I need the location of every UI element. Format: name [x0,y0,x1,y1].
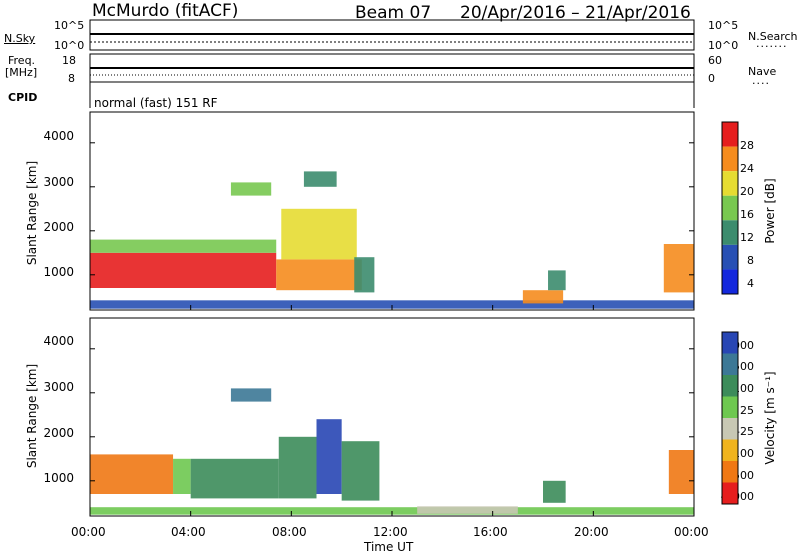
velocity-ytick-2000: 2000 [43,426,74,440]
freq-label-1: Freq. [8,54,36,67]
date-range: 20/Apr/2016 – 21/Apr/2016 [460,3,691,23]
power-colorbar-frame [721,121,739,295]
nave-label: Nave [748,65,777,78]
xtick-0: 00:00 [71,525,106,539]
velocity-region-1 [173,458,191,494]
velocity-region-9 [668,450,694,494]
power-region-7 [548,270,566,291]
xlabel: Time UT [364,540,414,554]
velocity-colorbar-cell-2 [722,375,738,397]
velocity-cb-m100: –100 [727,447,755,460]
power-region-5 [90,300,694,309]
velocity-region-8 [543,480,566,503]
velocity-region-7 [417,506,518,514]
xtick-3: 12:00 [373,525,408,539]
power-colorbar-cell-2 [722,171,738,196]
cpid-text: normal (fast) 151 RF [94,96,218,110]
power-ytick-4000: 4000 [43,129,74,143]
nsky-label: N.Sky [4,32,36,45]
velocity-region-5 [341,441,380,501]
power-region-9 [230,182,272,196]
freq-label-2: [MHz] [5,66,38,79]
power-colorbar-cell-5 [722,244,738,270]
xtick-4: 16:00 [473,525,508,539]
velocity-region-4 [316,419,342,494]
velocity-colorbar-cell-3 [722,396,738,418]
velocity-ytick-1000: 1000 [43,471,74,485]
velocity-colorbar-cell-5 [722,439,738,461]
power-region-10 [303,171,337,187]
power-region-8 [663,244,694,293]
beam-label: Beam 07 [355,3,432,23]
power-colorbar-cell-4 [722,220,738,245]
cpid-label: CPID [8,91,38,104]
xtick-6: 00:00 [674,525,709,539]
power-cb-28: 28 [740,139,754,152]
velocity-region-6 [90,507,694,515]
power-ytick-2000: 2000 [43,220,74,234]
power-cb-24: 24 [740,162,754,175]
velocity-cb-500: 500 [733,360,754,373]
nsearch-tick-bottom: 10^0 [708,39,739,52]
power-colorbar-cell-3 [722,195,738,221]
velocity-ytick-4000: 4000 [43,334,74,348]
velocity-region-3 [278,436,317,499]
velocity-cb-100: 100 [733,382,754,395]
power-cb-20: 20 [740,185,754,198]
velocity-colorbar-cell-7 [722,482,738,504]
nave-tick-bottom: 0 [708,72,715,85]
velocity-colorbar-cell-0 [722,332,738,354]
freq-tick-top: 18 [62,54,76,67]
velocity-cb-25: 25 [740,404,754,417]
velocity-colorbar-cell-6 [722,461,738,483]
power-cb-4: 4 [747,277,754,290]
velocity-cb-m25: –25 [734,425,755,438]
velocity-cb-m500: –500 [727,469,755,482]
power-cb-8: 8 [747,254,754,267]
power-region-0 [90,252,277,288]
velocity-region-10 [230,388,272,402]
velocity-colorbar-cell-4 [722,418,738,440]
power-cb-16: 16 [740,208,754,221]
nave-tick-top: 60 [708,54,722,67]
xtick-1: 04:00 [171,525,206,539]
xtick-5: 20:00 [574,525,609,539]
nsearch-tick-top: 10^5 [708,19,739,32]
power-ytick-1000: 1000 [43,265,74,279]
velocity-cb-1000: 1000 [726,339,754,352]
power-region-4 [354,257,375,293]
nsky-tick-bottom: 10^0 [54,39,85,52]
power-cb-12: 12 [740,231,754,244]
power-region-3 [281,208,357,260]
power-colorbar-cell-6 [722,269,738,294]
velocity-colorbar-frame [721,331,739,505]
power-region-1 [276,259,362,291]
power-region-2 [90,239,277,253]
velocity-colorbar-cell-1 [722,353,738,375]
station-title: McMurdo (fitACF) [92,1,239,21]
velocity-region-2 [190,458,279,499]
nsky-tick-top: 10^5 [54,19,85,32]
velocity-ytick-3000: 3000 [43,380,74,394]
nave-dots: ···· [752,77,770,90]
power-colorbar-cell-1 [722,146,738,172]
velocity-region-0 [90,454,174,494]
nsearch-dots: ······· [756,40,788,53]
power-colorbar-cell-0 [722,122,738,147]
power-ytick-3000: 3000 [43,175,74,189]
power-region-6 [522,290,564,304]
freq-tick-bottom: 8 [68,72,75,85]
xtick-2: 08:00 [272,525,307,539]
nsearch-label: N.Search [748,30,798,43]
